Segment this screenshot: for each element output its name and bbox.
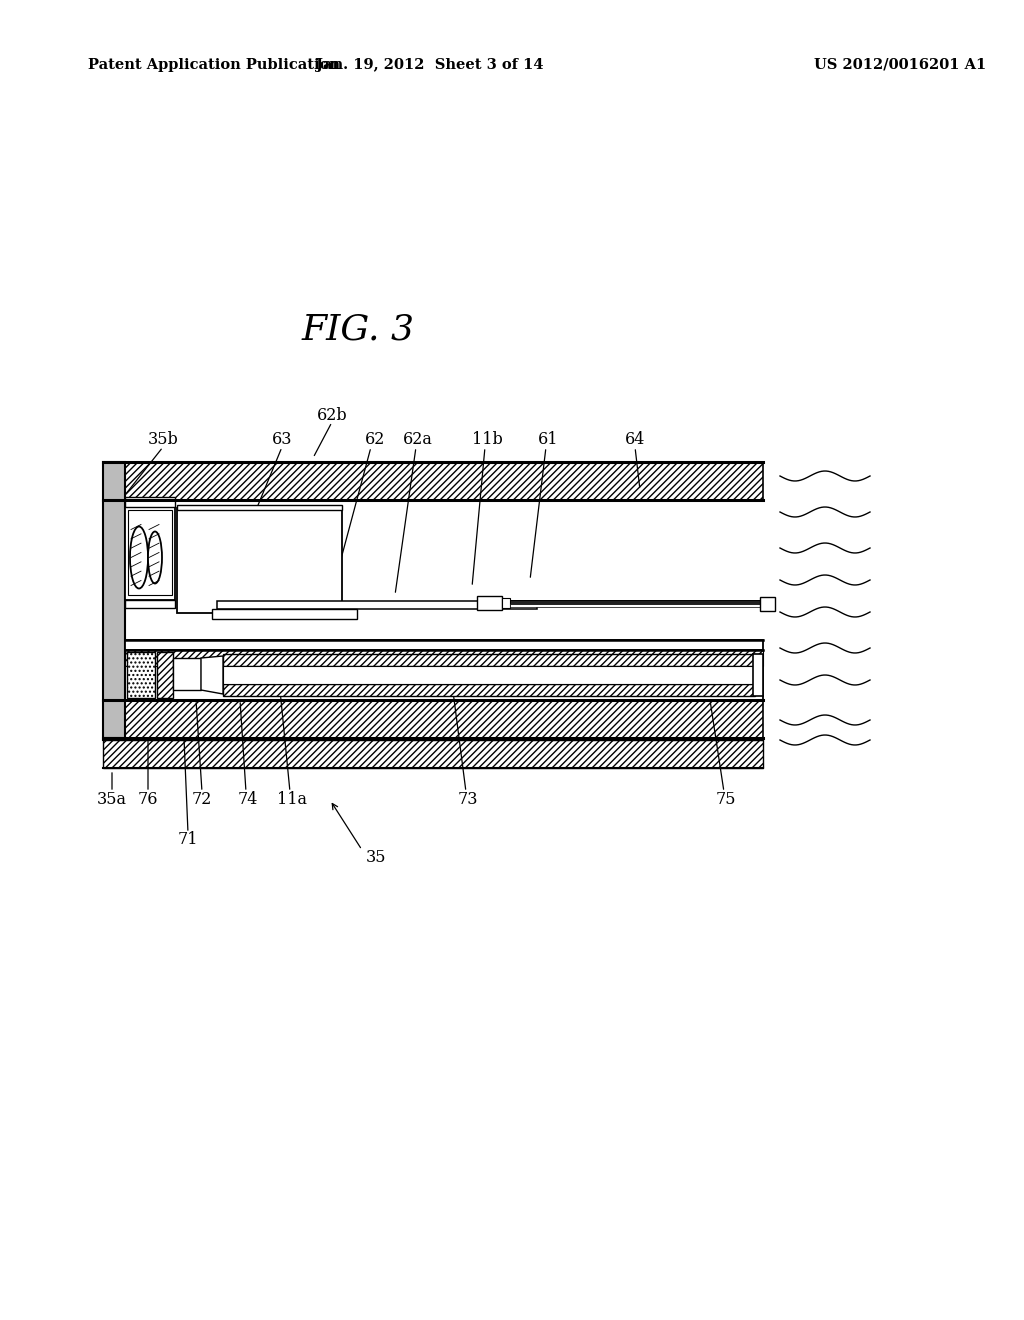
Text: 11a: 11a (278, 792, 307, 808)
Text: 64: 64 (625, 432, 645, 449)
Bar (128, 510, 172, 595)
Bar (510, 601, 760, 605)
Bar (125, 649, 763, 700)
Text: US 2012/0016201 A1: US 2012/0016201 A1 (814, 58, 986, 73)
Bar (125, 640, 763, 649)
Bar (760, 597, 775, 611)
Bar (103, 462, 125, 738)
Bar (103, 700, 763, 738)
Text: 72: 72 (191, 792, 212, 808)
Bar (502, 598, 510, 609)
Bar (223, 667, 755, 684)
Polygon shape (201, 656, 223, 694)
Bar (223, 684, 755, 696)
Text: 71: 71 (178, 832, 199, 849)
Bar (177, 508, 342, 612)
Text: Patent Application Publication: Patent Application Publication (88, 58, 340, 73)
Ellipse shape (148, 532, 162, 583)
Bar (157, 652, 173, 698)
Text: 11b: 11b (472, 432, 503, 449)
Text: 73: 73 (458, 792, 478, 808)
Bar (103, 741, 763, 768)
Ellipse shape (130, 527, 148, 589)
Text: 35b: 35b (147, 432, 178, 449)
Text: 74: 74 (238, 792, 258, 808)
Bar (125, 506, 175, 601)
Bar (212, 609, 357, 619)
Text: 35: 35 (366, 850, 386, 866)
Text: 75: 75 (716, 792, 736, 808)
Text: Jan. 19, 2012  Sheet 3 of 14: Jan. 19, 2012 Sheet 3 of 14 (316, 58, 544, 73)
Bar (173, 657, 201, 690)
Text: FIG. 3: FIG. 3 (301, 313, 415, 347)
Text: 61: 61 (538, 432, 558, 449)
Bar (127, 652, 155, 698)
Bar (753, 653, 763, 696)
Bar (125, 601, 175, 609)
Text: 62: 62 (365, 432, 385, 449)
Text: 62b: 62b (316, 407, 347, 424)
Bar (125, 649, 763, 667)
Bar (177, 506, 342, 510)
Text: 76: 76 (138, 792, 159, 808)
Bar (223, 653, 755, 667)
Text: 63: 63 (271, 432, 292, 449)
Bar (125, 498, 175, 507)
Text: 35a: 35a (97, 792, 127, 808)
Bar (103, 462, 763, 500)
Bar (477, 597, 502, 610)
Bar (510, 605, 760, 607)
Bar (217, 601, 537, 609)
Text: 62a: 62a (403, 432, 433, 449)
